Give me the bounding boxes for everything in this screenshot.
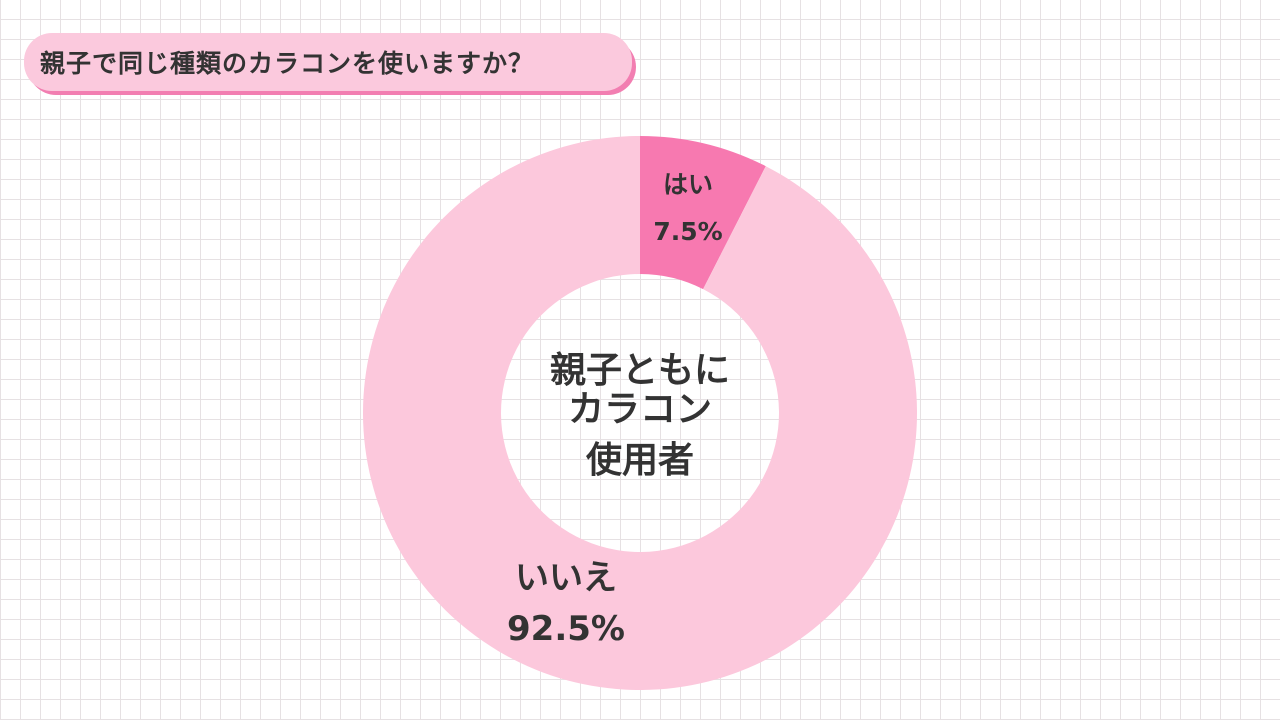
chart-title: 親子で同じ種類のカラコンを使いますか？: [24, 33, 632, 91]
center-label-line-2: カラコン: [568, 389, 712, 430]
slice-value-yes: 7.5%: [653, 217, 722, 246]
donut-slice-1: [363, 136, 918, 690]
donut-slices: [363, 136, 918, 690]
slice-label-no: いいえ: [515, 558, 617, 598]
slice-label-yes: はい: [663, 170, 713, 199]
center-label-line-3: 使用者: [586, 440, 694, 481]
slice-value-no: 92.5%: [507, 609, 625, 649]
chart-title-banner: 親子で同じ種類のカラコンを使いますか？: [24, 33, 638, 99]
donut-slice-0: [640, 136, 766, 290]
center-label-line-1: 親子ともに: [550, 350, 730, 391]
